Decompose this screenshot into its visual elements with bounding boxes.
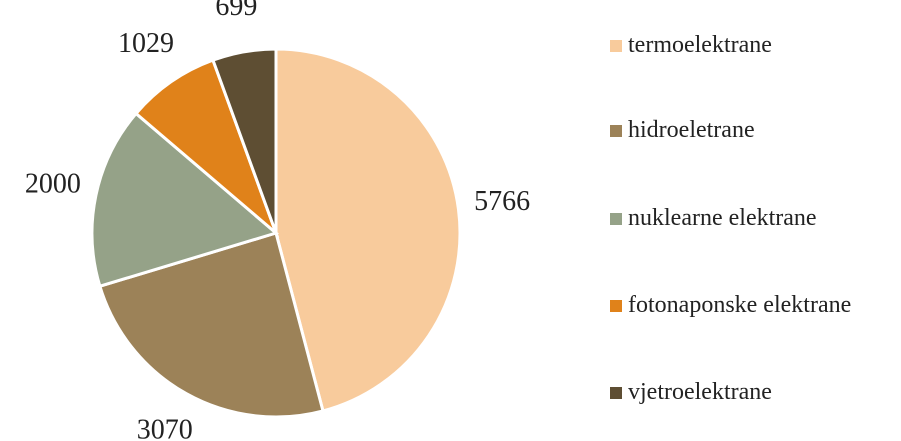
legend-label: fotonaponske elektrane [628, 292, 852, 318]
pie-slice [90, 111, 280, 289]
legend-swatch [610, 125, 622, 137]
pie-slice [211, 47, 278, 234]
legend-label: nuklearne elektrane [628, 205, 817, 231]
legend-swatch [610, 300, 622, 312]
data-label: 3070 [137, 414, 193, 441]
legend-item: termoelektrane [610, 28, 895, 62]
legend-swatch [610, 387, 622, 399]
pie-slice [274, 47, 462, 413]
pie-slice [98, 231, 325, 419]
legend-swatch [610, 40, 622, 52]
legend-item: vjetroelektrane [610, 375, 895, 409]
pie-slice [133, 58, 280, 238]
legend-label: termoelektrane [628, 32, 772, 58]
data-label: 699 [215, 0, 257, 22]
legend-label: hidroeletrane [628, 117, 755, 143]
legend-item: hidroeletrane [610, 113, 895, 147]
legend-swatch [610, 213, 622, 225]
data-label: 1029 [118, 28, 174, 59]
data-label: 2000 [25, 169, 81, 200]
legend-item: fotonaponske elektrane [610, 288, 895, 322]
data-label: 5766 [474, 186, 530, 217]
legend-label: vjetroelektrane [628, 379, 772, 405]
legend-item: nuklearne elektrane [610, 201, 895, 235]
